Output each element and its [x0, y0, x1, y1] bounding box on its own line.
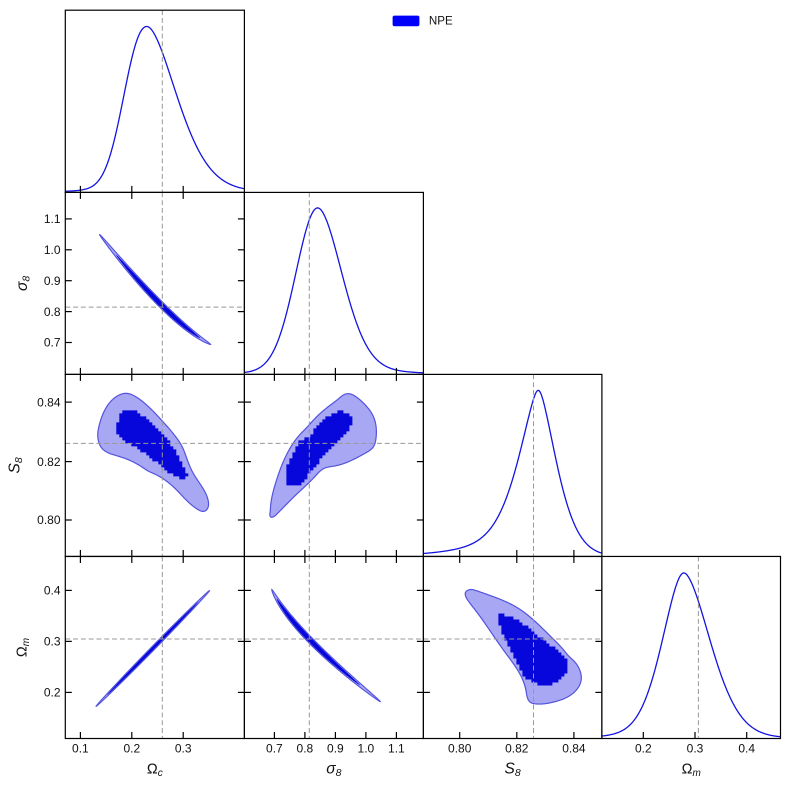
- svg-text:0.7: 0.7: [266, 742, 283, 756]
- svg-text:0.84: 0.84: [37, 395, 61, 409]
- svg-text:0.9: 0.9: [327, 742, 344, 756]
- svg-text:0.2: 0.2: [123, 742, 140, 756]
- svg-text:0.2: 0.2: [635, 742, 652, 756]
- svg-text:0.82: 0.82: [37, 455, 61, 469]
- svg-text:0.3: 0.3: [44, 635, 61, 649]
- svg-text:0.7: 0.7: [44, 336, 61, 350]
- svg-text:0.80: 0.80: [448, 742, 472, 756]
- svg-text:0.82: 0.82: [505, 742, 529, 756]
- svg-text:1.0: 1.0: [44, 243, 61, 257]
- svg-text:0.3: 0.3: [175, 742, 192, 756]
- svg-text:0.1: 0.1: [72, 742, 89, 756]
- svg-text:0.4: 0.4: [738, 742, 755, 756]
- svg-text:0.2: 0.2: [44, 686, 61, 700]
- svg-text:0.80: 0.80: [37, 513, 61, 527]
- svg-text:0.8: 0.8: [297, 742, 314, 756]
- svg-text:1.1: 1.1: [388, 742, 405, 756]
- svg-text:1.0: 1.0: [358, 742, 375, 756]
- svg-text:0.3: 0.3: [687, 742, 704, 756]
- svg-text:0.8: 0.8: [44, 305, 61, 319]
- svg-text:NPE: NPE: [429, 15, 453, 28]
- svg-text:0.84: 0.84: [562, 742, 586, 756]
- svg-text:0.4: 0.4: [44, 584, 61, 598]
- svg-text:1.1: 1.1: [44, 212, 61, 226]
- svg-text:0.9: 0.9: [44, 274, 61, 288]
